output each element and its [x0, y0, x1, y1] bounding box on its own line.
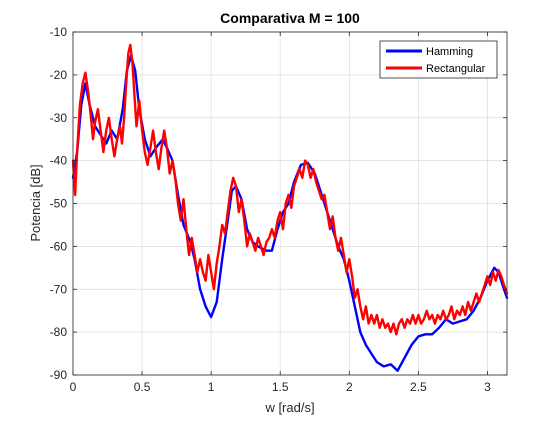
legend: Hamming Rectangular	[379, 40, 498, 79]
legend-label-rectangular: Rectangular	[426, 63, 486, 75]
x-tick-label: 1	[208, 380, 215, 394]
x-tick-label: 0.5	[134, 380, 151, 394]
x-axis-label: w [rad/s]	[264, 400, 314, 415]
y-tick-label: -50	[50, 197, 68, 211]
x-tick-label: 2	[346, 380, 353, 394]
y-tick-label: -70	[50, 282, 68, 296]
y-tick-label: -90	[50, 368, 68, 382]
x-tick-label: 1.5	[272, 380, 289, 394]
x-tick-label: 2.5	[410, 380, 427, 394]
y-tick-label: -10	[50, 25, 68, 39]
series-layer	[71, 43, 509, 372]
y-tick-label: -60	[50, 239, 68, 253]
y-tick-label: -40	[50, 154, 68, 168]
y-axis-label: Potencia [dB]	[28, 164, 43, 241]
y-tick-label: -80	[50, 325, 68, 339]
y-tick-label: -20	[50, 68, 68, 82]
y-tick-label: -30	[50, 111, 68, 125]
y-ticks: -90 -80 -70 -60 -50 -40 -30 -20 -10	[50, 25, 507, 382]
x-tick-label: 0	[70, 380, 77, 394]
legend-box	[379, 40, 498, 79]
chart-title: Comparativa M = 100	[220, 10, 360, 26]
x-tick-label: 3	[484, 380, 491, 394]
series-line-rectangular	[71, 43, 509, 336]
legend-label-hamming: Hamming	[426, 46, 473, 58]
x-ticks: 0 0.5 1 1.5 2 2.5 3	[70, 32, 491, 394]
